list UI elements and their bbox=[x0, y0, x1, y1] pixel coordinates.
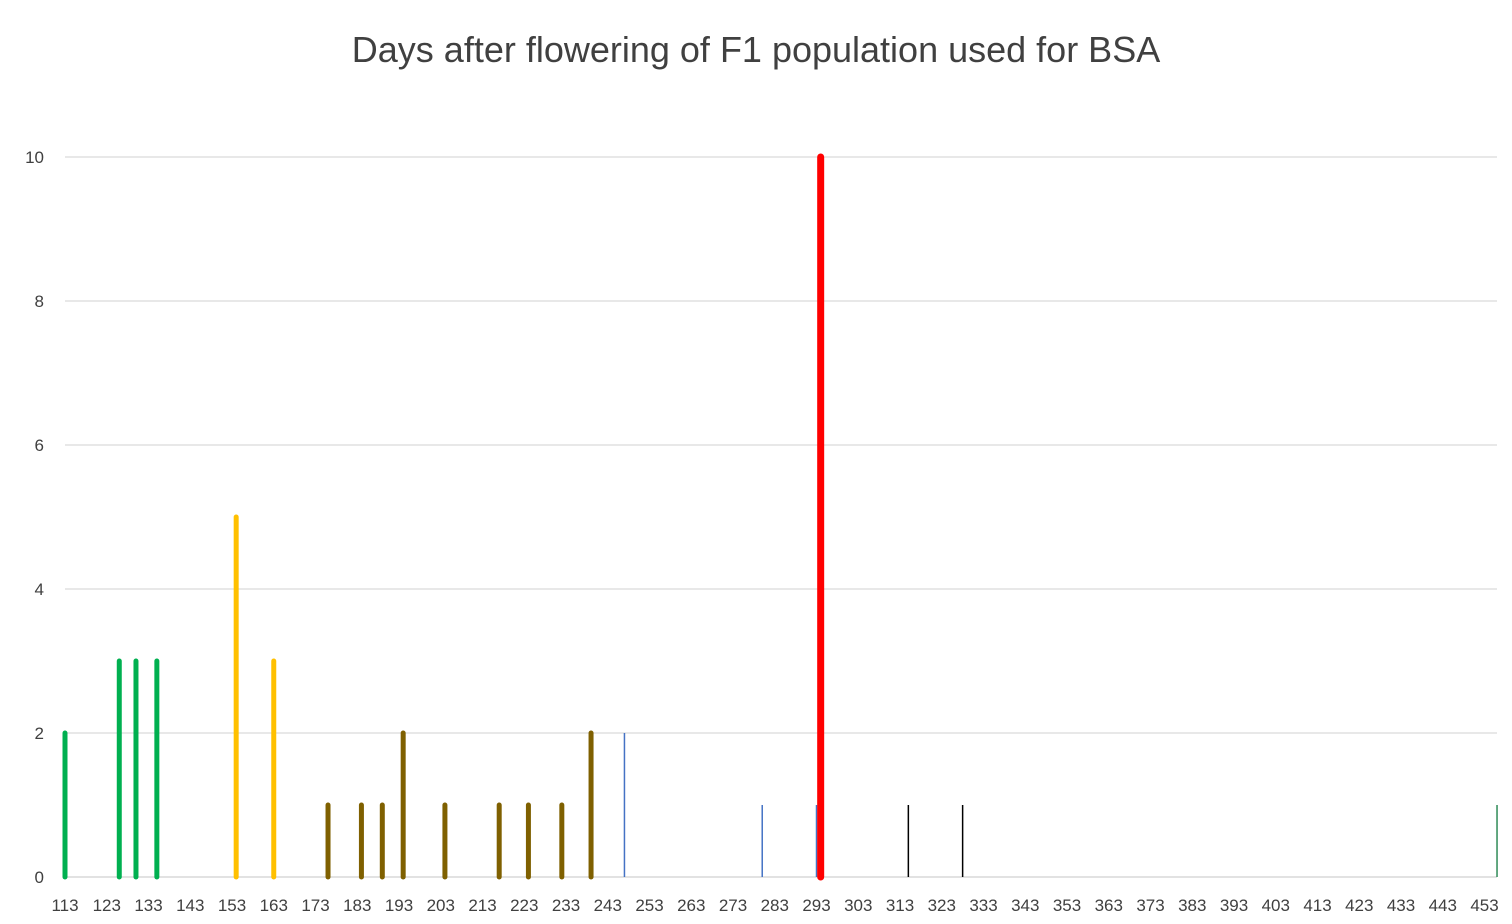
x-tick-label: 173 bbox=[301, 896, 329, 915]
x-tick-label: 353 bbox=[1053, 896, 1081, 915]
x-tick-label: 253 bbox=[635, 896, 663, 915]
x-tick-label: 123 bbox=[93, 896, 121, 915]
y-tick-label: 4 bbox=[35, 580, 44, 599]
x-tick-label: 143 bbox=[176, 896, 204, 915]
x-axis-ticks: 113 123 133 143 153 163 173 183 193 203 213 223 233 2… bbox=[51, 896, 1498, 915]
x-tick-label: 203 bbox=[427, 896, 455, 915]
x-tick-label: 443 bbox=[1429, 896, 1457, 915]
y-axis: 0 2 4 6 8 10 bbox=[25, 148, 44, 887]
x-tick-label: 323 bbox=[928, 896, 956, 915]
x-tick-label: 413 bbox=[1303, 896, 1331, 915]
y-tick-label: 2 bbox=[35, 724, 44, 743]
x-tick-label: 153 bbox=[218, 896, 246, 915]
x-tick-label: 223 bbox=[510, 896, 538, 915]
x-tick-label: 233 bbox=[552, 896, 580, 915]
chart-title: Days after flowering of F1 population us… bbox=[352, 29, 1160, 70]
bars bbox=[62, 153, 1498, 881]
x-tick-label: 243 bbox=[594, 896, 622, 915]
x-tick-label: 283 bbox=[761, 896, 789, 915]
x-tick-label: 273 bbox=[719, 896, 747, 915]
x-tick-label: 423 bbox=[1345, 896, 1373, 915]
x-tick-label: 163 bbox=[260, 896, 288, 915]
x-tick-label: 113 bbox=[51, 896, 78, 915]
gridlines bbox=[65, 156, 1497, 734]
x-tick-label: 403 bbox=[1262, 896, 1290, 915]
y-tick-label: 8 bbox=[35, 292, 44, 311]
y-tick-label: 0 bbox=[35, 868, 44, 887]
x-tick-label: 383 bbox=[1178, 896, 1206, 915]
x-tick-label: 333 bbox=[969, 896, 997, 915]
x-tick-label: 293 bbox=[802, 896, 830, 915]
x-tick-label: 373 bbox=[1136, 896, 1164, 915]
x-tick-label: 453 bbox=[1470, 896, 1498, 915]
x-tick-label: 343 bbox=[1011, 896, 1039, 915]
x-tick-label: 133 bbox=[134, 896, 162, 915]
x-tick-label: 303 bbox=[844, 896, 872, 915]
x-tick-label: 313 bbox=[886, 896, 914, 915]
x-tick-label: 363 bbox=[1095, 896, 1123, 915]
x-tick-label: 213 bbox=[468, 896, 496, 915]
x-tick-label: 393 bbox=[1220, 896, 1248, 915]
x-tick-label: 193 bbox=[385, 896, 413, 915]
x-tick-label: 183 bbox=[343, 896, 371, 915]
y-tick-label: 10 bbox=[25, 148, 44, 167]
x-tick-label: 433 bbox=[1387, 896, 1415, 915]
y-tick-label: 6 bbox=[35, 436, 44, 455]
x-tick-label: 263 bbox=[677, 896, 705, 915]
